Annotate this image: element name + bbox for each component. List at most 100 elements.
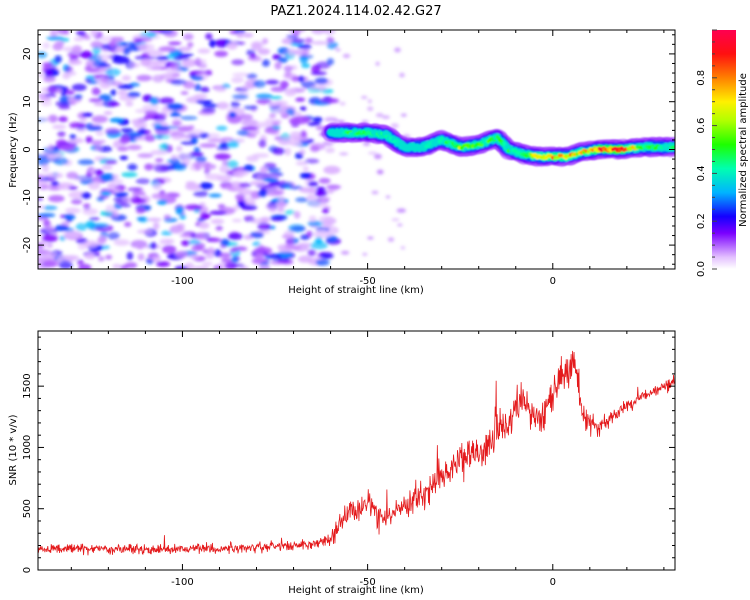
noise-speckle bbox=[205, 33, 213, 40]
colorbar-tick-label: 0.8 bbox=[696, 70, 707, 86]
noise-speckle bbox=[278, 183, 290, 189]
noise-speckle bbox=[200, 86, 210, 93]
noise-speckle bbox=[262, 38, 269, 45]
noise-speckle bbox=[119, 155, 128, 160]
noise-speckle bbox=[307, 187, 317, 194]
noise-speckle bbox=[193, 147, 201, 154]
noise-speckle bbox=[188, 125, 195, 130]
noise-speckle bbox=[53, 157, 69, 166]
noise-speckle bbox=[38, 73, 46, 78]
noise-speckle bbox=[209, 210, 227, 216]
noise-speckle bbox=[161, 230, 173, 236]
noise-speckle bbox=[339, 101, 346, 106]
noise-speckle bbox=[169, 112, 182, 118]
noise-speckle bbox=[216, 40, 226, 45]
noise-speckle bbox=[231, 76, 244, 84]
noise-speckle bbox=[74, 176, 92, 182]
noise-speckle bbox=[70, 198, 83, 205]
y-tick-label: 1500 bbox=[22, 373, 33, 398]
noise-speckle bbox=[48, 195, 65, 203]
noise-speckle bbox=[47, 114, 58, 123]
noise-speckle bbox=[228, 111, 237, 119]
noise-speckle bbox=[68, 191, 86, 199]
noise-speckle bbox=[187, 41, 194, 48]
noise-speckle bbox=[73, 94, 83, 100]
noise-speckle bbox=[86, 126, 102, 131]
noise-speckle bbox=[246, 73, 258, 80]
noise-speckle bbox=[396, 208, 406, 213]
noise-speckle bbox=[112, 174, 119, 180]
noise-speckle bbox=[166, 103, 184, 111]
noise-speckle bbox=[62, 46, 74, 52]
noise-speckle bbox=[76, 30, 86, 36]
noise-speckle bbox=[269, 113, 277, 119]
noise-speckle bbox=[236, 129, 251, 136]
noise-speckle bbox=[213, 249, 222, 257]
noise-speckle bbox=[375, 113, 384, 118]
noise-speckle bbox=[342, 53, 351, 59]
noise-speckle bbox=[255, 184, 274, 189]
noise-speckle bbox=[38, 265, 48, 269]
noise-speckle bbox=[158, 46, 177, 52]
noise-speckle bbox=[266, 167, 281, 172]
noise-speckle bbox=[236, 32, 244, 38]
noise-speckle bbox=[83, 35, 91, 41]
noise-speckle bbox=[44, 93, 57, 98]
colorbar: 0.0 0.2 0.4 0.6 0.8 Normalized spectral ampl… bbox=[696, 29, 749, 277]
noise-speckle bbox=[278, 57, 288, 63]
noise-speckle bbox=[50, 181, 60, 186]
noise-speckle bbox=[318, 177, 331, 184]
noise-speckle bbox=[126, 144, 142, 151]
noise-speckle bbox=[246, 155, 259, 162]
noise-speckle bbox=[300, 130, 307, 139]
noise-speckle bbox=[81, 112, 93, 117]
noise-speckle bbox=[195, 156, 207, 163]
noise-speckle bbox=[111, 209, 119, 218]
noise-speckle bbox=[170, 79, 187, 85]
noise-speckle bbox=[318, 215, 334, 223]
noise-speckle bbox=[42, 42, 50, 49]
noise-speckle bbox=[249, 231, 264, 239]
noise-speckle bbox=[323, 30, 336, 35]
noise-speckle bbox=[113, 239, 130, 246]
noise-speckle bbox=[301, 63, 311, 68]
noise-speckle bbox=[295, 197, 309, 203]
noise-speckle bbox=[109, 117, 124, 123]
noise-speckle bbox=[153, 113, 167, 122]
noise-speckle bbox=[153, 123, 162, 128]
noise-speckle bbox=[214, 153, 231, 161]
noise-speckle bbox=[193, 93, 208, 100]
noise-speckle bbox=[69, 100, 77, 106]
noise-speckle bbox=[123, 46, 140, 52]
noise-speckle bbox=[127, 92, 141, 98]
noise-speckle bbox=[54, 55, 62, 64]
noise-speckle bbox=[313, 230, 332, 238]
figure-title: PAZ1.2024.114.02.42.G27 bbox=[270, 4, 441, 19]
noise-speckle bbox=[38, 154, 49, 160]
noise-speckle bbox=[136, 229, 153, 234]
noise-speckle bbox=[299, 172, 312, 179]
noise-speckle bbox=[83, 240, 99, 249]
noise-speckle bbox=[242, 196, 255, 202]
noise-speckle bbox=[219, 164, 229, 174]
noise-speckle bbox=[73, 37, 85, 42]
noise-speckle bbox=[258, 264, 271, 269]
noise-speckle bbox=[243, 215, 255, 222]
noise-speckle bbox=[255, 121, 274, 128]
noise-speckle bbox=[159, 73, 178, 80]
noise-speckle bbox=[175, 250, 189, 258]
noise-speckle bbox=[272, 122, 280, 127]
noise-speckle bbox=[120, 264, 129, 269]
noise-speckle bbox=[231, 59, 245, 66]
noise-speckle bbox=[259, 166, 268, 174]
noise-speckle bbox=[78, 263, 92, 269]
noise-speckle bbox=[131, 191, 146, 196]
noise-speckle bbox=[125, 101, 134, 107]
noise-speckle bbox=[327, 188, 334, 194]
noise-speckle bbox=[332, 187, 339, 191]
noise-speckle bbox=[181, 240, 190, 247]
noise-speckle bbox=[192, 265, 210, 269]
noise-speckle bbox=[58, 260, 73, 269]
noise-speckle bbox=[240, 204, 258, 211]
noise-speckle bbox=[139, 127, 146, 135]
